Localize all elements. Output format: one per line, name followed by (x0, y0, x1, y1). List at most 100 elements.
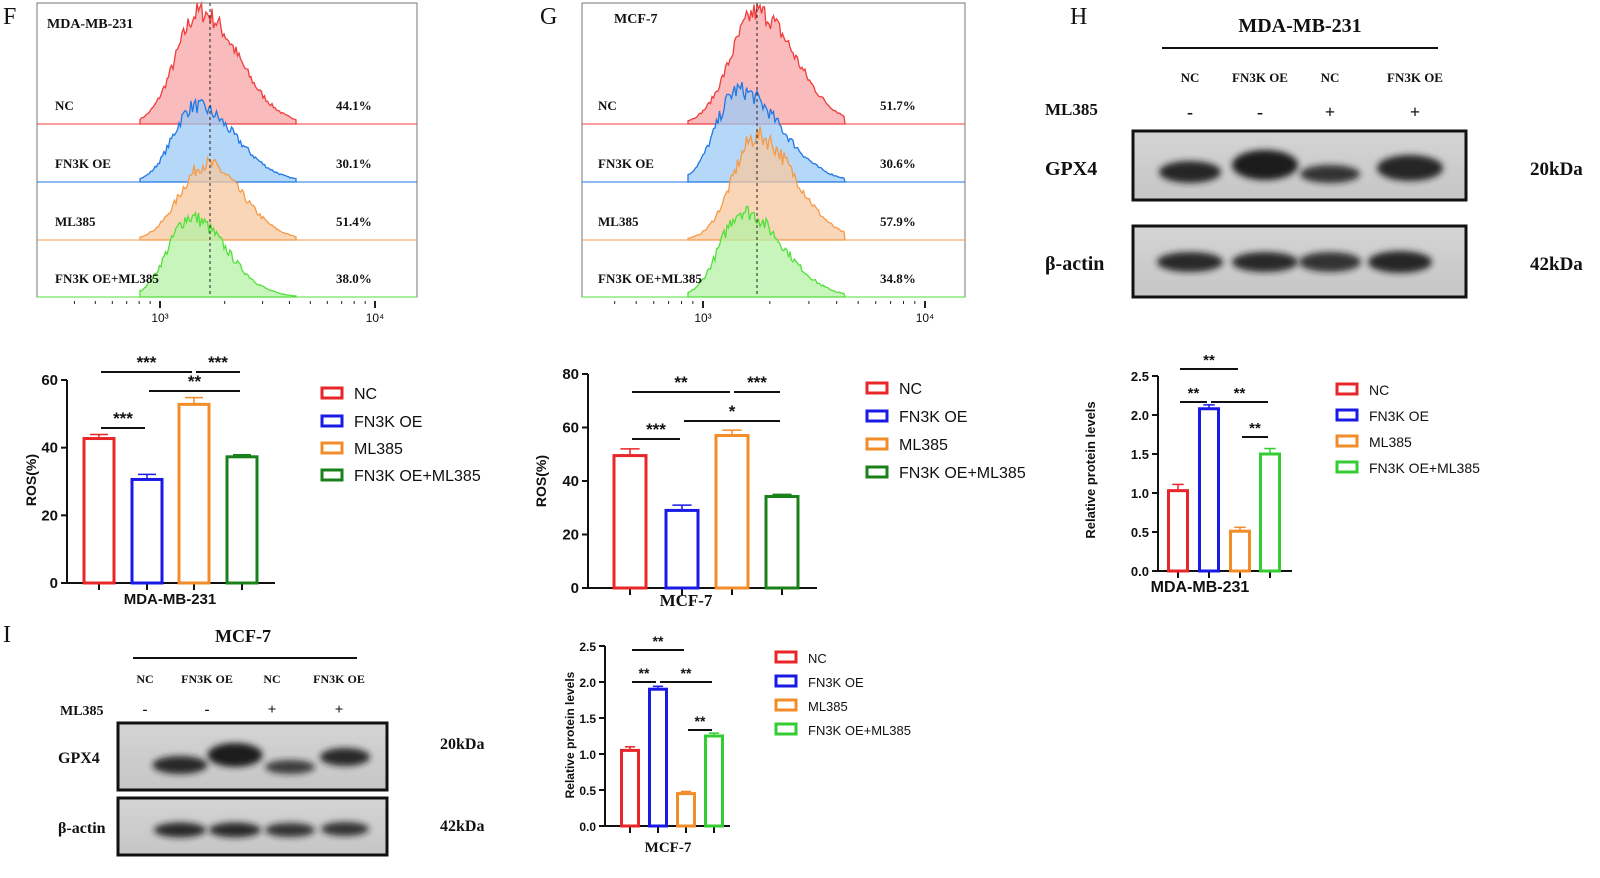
molecular-weight-label: 20kDa (1530, 159, 1583, 180)
y-axis-label: ROS(%) (23, 454, 39, 506)
treatment-label: ML385 (1045, 100, 1098, 119)
y-tick-label: 0.5 (1131, 525, 1149, 540)
protein-band (207, 743, 263, 767)
legend-label: NC (1369, 382, 1389, 398)
legend-swatch (320, 468, 344, 482)
legend-swatch (1335, 460, 1359, 474)
significance-label: ** (188, 372, 202, 391)
histogram-gate-percent: 57.9% (880, 214, 916, 229)
protein-label: β-actin (1045, 253, 1104, 275)
flow-histogram-f: NC 44.1% FN3K OE 30.1% ML385 51.4% FN3K OE+ML3… (36, 1, 418, 325)
protein-band (1157, 252, 1223, 272)
histogram-row-label: ML385 (598, 214, 639, 229)
histogram-row-label: FN3K OE+ML385 (598, 271, 702, 286)
y-tick-label: 1.5 (579, 712, 596, 726)
molecular-weight-label: 20kDa (440, 736, 484, 753)
legend-label: ML385 (808, 699, 848, 714)
treatment-sign: - (205, 702, 210, 718)
legend-swatch (1335, 434, 1359, 448)
histogram-row-label: ML385 (55, 214, 96, 229)
bar-fn3k-oe-ml385 (704, 734, 724, 828)
y-tick-label: 2.0 (579, 676, 596, 690)
protein-band (265, 760, 315, 774)
legend-label: FN3K OE (354, 414, 422, 431)
protein-band (1377, 155, 1443, 181)
lane-label: NC (136, 672, 153, 686)
legend-swatch (774, 698, 798, 712)
bar-fn3k-oe-ml385 (225, 455, 259, 585)
significance-label: ** (681, 665, 692, 681)
lane-label: NC (1181, 70, 1200, 85)
legend-swatch (774, 722, 798, 736)
histogram-gate-percent: 38.0% (336, 271, 372, 286)
legend-label: ML385 (899, 437, 948, 454)
x-tick-label: 10³ (694, 311, 711, 325)
histogram-gate-percent: 44.1% (336, 98, 372, 113)
legend-label: ML385 (354, 441, 403, 458)
significance-label: * (729, 402, 736, 421)
protein-band (1299, 252, 1361, 272)
histogram-curve (139, 155, 297, 241)
y-tick-label: 60 (562, 420, 579, 437)
bar-ml385 (1229, 529, 1251, 573)
histogram-row-label: NC (598, 98, 617, 113)
legend-swatch (1335, 382, 1359, 396)
protein-label: β-actin (58, 820, 106, 837)
legend-swatch (865, 437, 889, 451)
lane-label: FN3K OE (1387, 70, 1443, 85)
protein-band (1300, 165, 1360, 183)
bar-fn3k-oe (664, 508, 700, 590)
bar-nc (612, 454, 648, 590)
histogram-curve (139, 1, 297, 125)
legend-label: NC (354, 386, 377, 403)
bar-ml385 (714, 434, 750, 590)
legend-swatch (1335, 408, 1359, 422)
lane-label: NC (263, 672, 280, 686)
y-axis-label: ROS(%) (533, 455, 549, 507)
y-tick-label: 1.0 (1131, 486, 1149, 501)
histogram-title: MCF-7 (614, 12, 658, 27)
histogram-row-label: NC (55, 98, 74, 113)
flow-histogram-g: NC 51.7% FN3K OE 30.6% ML385 57.9% FN3K OE+ML3… (581, 2, 966, 325)
bar-nc (1167, 489, 1189, 573)
y-tick-label: 40 (562, 473, 579, 490)
significance-label: *** (646, 420, 666, 439)
protein-band (320, 748, 370, 766)
histogram-gate-percent: 30.1% (336, 156, 372, 171)
significance-label: ** (639, 665, 650, 681)
significance-label: ** (1188, 385, 1200, 402)
legend-label: FN3K OE (808, 675, 864, 690)
protein-band (1232, 252, 1298, 272)
protein-band (1368, 251, 1432, 273)
treatment-sign: + (1410, 102, 1420, 122)
y-tick-label: 80 (562, 366, 579, 383)
significance-label: ** (1234, 385, 1246, 402)
legend-label: FN3K OE (899, 409, 967, 426)
legend-swatch (320, 441, 344, 455)
protein-band (321, 822, 369, 836)
y-tick-label: 0.0 (579, 820, 596, 834)
x-tick-label: 10³ (151, 311, 168, 325)
legend-label: FN3K OE+ML385 (899, 465, 1026, 482)
significance-label: *** (137, 353, 157, 372)
lane-label: FN3K OE (181, 672, 233, 686)
significance-label: ** (653, 633, 664, 649)
blot-title: MDA-MB-231 (1238, 15, 1361, 37)
protein-band (1159, 161, 1221, 183)
histogram-title: MDA-MB-231 (47, 17, 133, 32)
treatment-sign: + (268, 702, 277, 718)
significance-label: *** (113, 409, 133, 428)
protein-band (152, 756, 208, 774)
protein-band (154, 822, 206, 838)
y-tick-label: 0.5 (579, 784, 596, 798)
histogram-curve (139, 97, 297, 183)
histogram-curve (687, 82, 846, 183)
panel-label-h: H (1070, 4, 1087, 30)
y-axis-label: Relative protein levels (1083, 401, 1098, 538)
y-tick-label: 2.5 (1131, 369, 1149, 384)
y-tick-label: 40 (41, 440, 58, 457)
